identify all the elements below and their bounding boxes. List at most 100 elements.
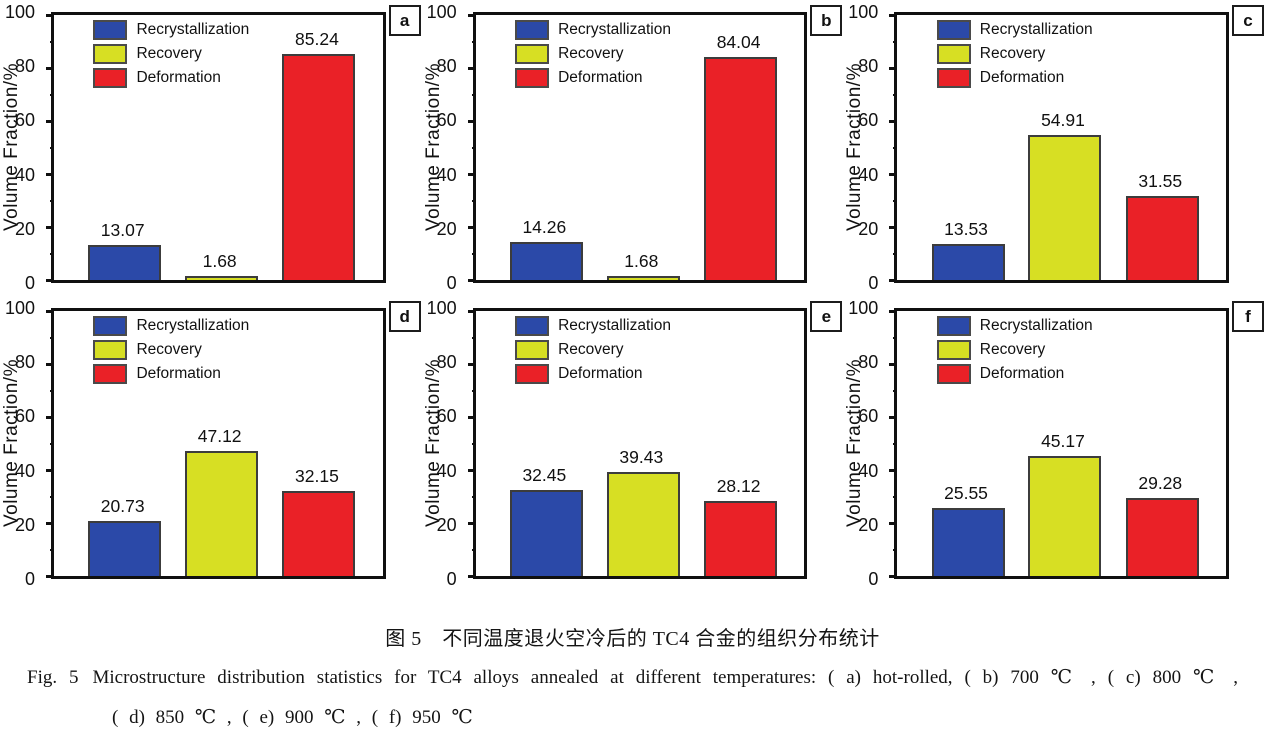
y-major-tick <box>467 521 476 525</box>
y-tick-marks <box>45 309 54 578</box>
y-minor-tick <box>471 336 476 339</box>
figure-grid: Volume Fraction/% 0 20 40 60 80 100 Recrystal… <box>0 0 1264 592</box>
legend-row: Recovery <box>93 340 249 360</box>
legend-label: Recrystallization <box>136 317 250 334</box>
legend-row: Deformation <box>936 68 1093 88</box>
y-minor-tick <box>50 389 54 392</box>
y-major-tick <box>46 119 54 123</box>
y-tick-label: 80 <box>436 352 457 373</box>
panel-letter-box: b <box>810 5 843 36</box>
chart-panel: Volume Fraction/% 0 20 40 60 80 100 Recrystal… <box>0 296 422 592</box>
y-minor-tick <box>893 389 898 392</box>
legend-row: Deformation <box>515 68 671 88</box>
y-major-tick <box>889 574 898 578</box>
y-tick-marks <box>888 13 898 282</box>
legend-swatch-recovery <box>93 44 128 64</box>
y-minor-tick <box>50 548 54 551</box>
legend-label: Recrystallization <box>558 21 671 38</box>
legend-row: Recrystallization <box>936 316 1093 336</box>
y-major-tick <box>889 172 898 176</box>
chart-panel: Volume Fraction/% 0 20 40 60 80 100 Recrystal… <box>421 0 844 296</box>
panel-letter: f <box>1245 306 1251 326</box>
legend-swatch-deformation <box>515 68 550 88</box>
legend: Recrystallization Recovery Deformation <box>93 316 249 384</box>
legend-label: Recovery <box>136 341 202 358</box>
bar-deformation <box>704 57 778 280</box>
legend-label: Recovery <box>979 341 1046 358</box>
y-major-tick <box>467 13 476 17</box>
y-major-tick <box>889 415 898 419</box>
y-major-tick <box>46 13 54 17</box>
panel-letter: b <box>821 10 832 30</box>
bar-value-label: 14.26 <box>522 217 567 238</box>
bar-recrystallization <box>931 244 1005 280</box>
y-tick-label: 40 <box>436 460 457 481</box>
y-major-tick <box>889 309 898 313</box>
y-tick-marks <box>888 309 898 578</box>
bar-value-label: 13.07 <box>100 220 145 241</box>
legend-label: Recovery <box>136 45 202 62</box>
legend-swatch-recrystallization <box>936 316 971 336</box>
bar-deformation <box>282 54 356 280</box>
bar-value-label: 47.12 <box>197 426 242 447</box>
y-minor-tick <box>471 389 476 392</box>
y-tick-label: 40 <box>858 460 879 481</box>
legend-swatch-deformation <box>515 364 550 384</box>
y-minor-tick <box>471 146 476 149</box>
y-tick-labels: 0 20 40 60 80 100 <box>0 2 44 293</box>
y-tick-label: 100 <box>4 298 35 318</box>
bar-value-label: 13.53 <box>944 219 988 240</box>
legend-swatch-recovery <box>93 340 128 360</box>
legend-row: Recovery <box>515 340 671 360</box>
y-tick-label: 0 <box>446 273 457 293</box>
legend-row: Deformation <box>93 364 249 384</box>
plot-area: Recrystallization Recovery Deformation 20.… <box>46 308 386 579</box>
legend-row: Recovery <box>936 44 1093 64</box>
y-major-tick <box>889 66 898 70</box>
plot-area: Recrystallization Recovery Deformation 13.… <box>889 12 1229 283</box>
bar-value-label: 32.15 <box>295 465 339 486</box>
legend-row: Recrystallization <box>93 316 249 336</box>
y-minor-tick <box>893 146 898 149</box>
y-major-tick <box>46 225 54 229</box>
y-major-tick <box>467 172 476 176</box>
plot-area: Recrystallization Recovery Deformation 13.… <box>46 12 386 283</box>
y-tick-label: 80 <box>858 56 879 77</box>
y-minor-tick <box>893 336 898 339</box>
legend-row: Recrystallization <box>936 20 1093 40</box>
legend-row: Deformation <box>93 68 249 88</box>
legend-label: Deformation <box>136 365 221 382</box>
y-tick-label: 100 <box>426 2 457 22</box>
y-minor-tick <box>50 442 54 445</box>
legend-swatch-deformation <box>93 364 128 384</box>
legend-label: Deformation <box>136 69 221 86</box>
legend: Recrystallization Recovery Deformation <box>515 20 671 88</box>
y-major-tick <box>889 119 898 123</box>
bar-recovery <box>185 451 259 576</box>
legend-swatch-recrystallization <box>515 20 550 40</box>
y-minor-tick <box>471 548 476 551</box>
y-major-tick <box>46 468 54 472</box>
panel-letter: a <box>399 10 410 30</box>
panel-letter: d <box>399 306 410 326</box>
legend-label: Recrystallization <box>136 21 250 38</box>
caption-english-line1: Fig. 5 Microstructure distribution statis… <box>27 666 1238 689</box>
legend-row: Recrystallization <box>515 316 671 336</box>
y-major-tick <box>46 309 54 313</box>
y-tick-label: 0 <box>446 569 457 589</box>
legend-swatch-recovery <box>936 44 971 64</box>
y-minor-tick <box>50 495 54 498</box>
bar-value-label: 45.17 <box>1041 431 1085 452</box>
legend-swatch-recovery <box>515 44 550 64</box>
y-tick-label: 60 <box>858 110 879 131</box>
y-minor-tick <box>893 495 898 498</box>
caption-english-line2: ( d) 850 ℃ , ( e) 900 ℃ , ( f) 950 ℃ <box>112 707 473 728</box>
panel-letter-box: e <box>810 301 843 332</box>
legend-label: Recrystallization <box>979 317 1093 334</box>
y-tick-label: 100 <box>848 298 879 318</box>
y-minor-tick <box>893 199 898 202</box>
y-minor-tick <box>471 252 476 255</box>
y-major-tick <box>889 278 898 282</box>
y-tick-label: 20 <box>858 218 879 239</box>
chart-panel: Volume Fraction/% 0 20 40 60 80 100 Recrystal… <box>421 296 844 592</box>
